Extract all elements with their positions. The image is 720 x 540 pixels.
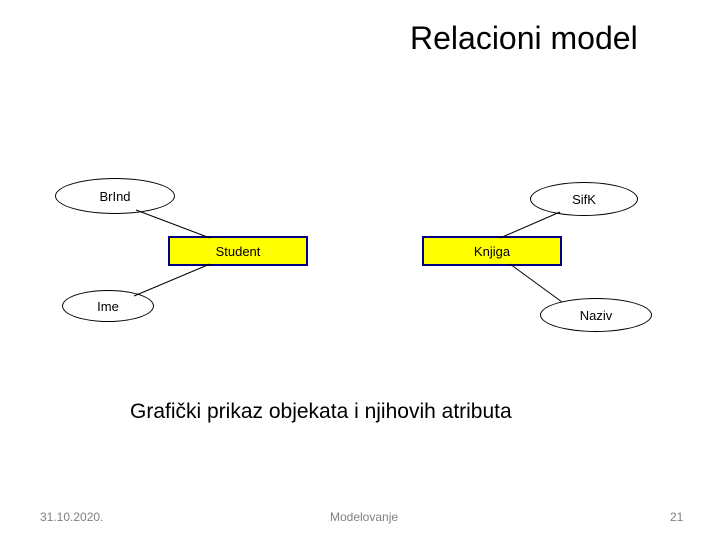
node-sifk-label: SifK	[572, 193, 596, 206]
node-ime-label: Ime	[97, 300, 119, 313]
edge-ime-student	[134, 264, 210, 296]
node-knjiga-label: Knjiga	[474, 245, 510, 258]
slide-stage: { "title": { "text": "Relacioni model", …	[0, 0, 720, 540]
node-brind-label: BrInd	[99, 190, 130, 203]
node-student-label: Student	[216, 245, 261, 258]
node-naziv-label: Naziv	[580, 309, 613, 322]
node-brind: BrInd	[55, 178, 175, 214]
footer-date: 31.10.2020.	[40, 510, 103, 524]
footer-page-number: 21	[670, 510, 683, 524]
node-ime: Ime	[62, 290, 154, 322]
slide-title: Relacioni model	[410, 20, 638, 57]
diagram-edges	[0, 0, 720, 540]
edge-brind-student	[136, 210, 210, 238]
edge-sifk-knjiga	[500, 212, 560, 238]
node-sifk: SifK	[530, 182, 638, 216]
edge-naziv-knjiga	[510, 264, 562, 302]
node-naziv: Naziv	[540, 298, 652, 332]
node-knjiga: Knjiga	[422, 236, 562, 266]
figure-caption: Grafički prikaz objekata i njihovih atri…	[130, 400, 512, 424]
footer-center: Modelovanje	[330, 510, 398, 524]
node-student: Student	[168, 236, 308, 266]
